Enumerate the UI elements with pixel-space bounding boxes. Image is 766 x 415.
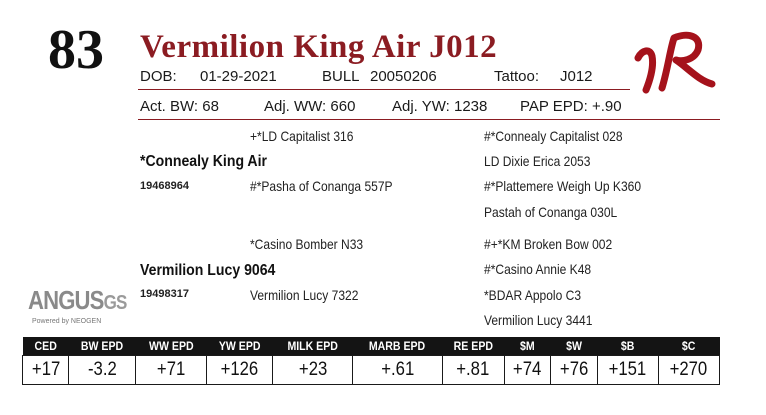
epd-header-ced: CED xyxy=(22,337,69,356)
dob-value: 01-29-2021 xyxy=(200,68,277,85)
adjusted-yearling-weight: Adj. YW: 1238 xyxy=(392,98,488,115)
sire-registration: 19468964 xyxy=(140,180,189,192)
dam-sire-sire: #+*KM Broken Bow 002 xyxy=(484,236,613,252)
epd-header-row: CED BW EPD WW EPD YW EPD MILK EPD MARB E… xyxy=(22,337,720,356)
sex-label: BULL xyxy=(322,68,360,85)
epd-header-milk: MILK EPD xyxy=(272,337,353,356)
adjusted-weaning-weight: Adj. WW: 660 xyxy=(264,98,356,115)
sire-name: *Connealy King Air xyxy=(140,153,267,170)
epd-value-w: +76 xyxy=(550,355,598,385)
epd-value-milk: +23 xyxy=(272,355,354,385)
lot-number: 83 xyxy=(48,19,104,81)
animal-name: Vermilion King Air J012 xyxy=(140,29,498,65)
dam-dam-dam: Vermilion Lucy 3441 xyxy=(484,312,593,328)
angus-gs-logo: ANGUSGS Powered by NEOGEN xyxy=(28,286,128,330)
sire-sire-dam: LD Dixie Erica 2053 xyxy=(484,153,591,169)
epd-value-ced: +17 xyxy=(21,355,70,385)
epd-value-marb: +.61 xyxy=(352,355,443,385)
dob-label: DOB: xyxy=(140,68,177,85)
epd-header-bw: BW EPD xyxy=(68,337,136,356)
epd-value-row: +17 -3.2 +71 +126 +23 +.61 +.81 +74 +76 … xyxy=(21,355,721,385)
epd-header-b: $B xyxy=(597,337,659,356)
epd-value-re: +.81 xyxy=(441,355,505,385)
sire-dam: #*Pasha of Conanga 557P xyxy=(250,178,393,194)
divider xyxy=(138,119,720,120)
epd-value-c: +270 xyxy=(657,355,721,385)
dam-sire-dam: #*Casino Annie K48 xyxy=(484,261,592,277)
sire-dam-sire: #*Plattemere Weigh Up K360 xyxy=(484,178,642,194)
sire-sire: +*LD Capitalist 316 xyxy=(250,128,354,144)
brand-logo-icon xyxy=(634,31,716,94)
angus-gs-text: GS xyxy=(103,292,128,314)
pap-epd: PAP EPD: +.90 xyxy=(520,98,622,115)
epd-value-yw: +126 xyxy=(206,355,274,385)
epd-value-ww: +71 xyxy=(135,355,208,385)
tattoo-label: Tattoo: xyxy=(494,68,540,85)
epd-value-b: +151 xyxy=(596,355,659,385)
epd-header-marb: MARB EPD xyxy=(352,337,443,356)
sire-dam-dam: Pastah of Conanga 030L xyxy=(484,204,618,220)
epd-header-m: $M xyxy=(504,337,551,356)
dam-dam-sire: *BDAR Appolo C3 xyxy=(484,287,582,303)
epd-value-m: +74 xyxy=(503,355,552,385)
dam-sire: *Casino Bomber N33 xyxy=(250,236,364,252)
epd-header-c: $C xyxy=(658,337,720,356)
registration-number: 20050206 xyxy=(370,68,437,85)
epd-header-ww: WW EPD xyxy=(135,337,207,356)
dam-name: Vermilion Lucy 9064 xyxy=(140,262,276,279)
dam-registration: 19498317 xyxy=(140,288,189,300)
angus-logo-subtitle: Powered by NEOGEN xyxy=(32,318,102,325)
epd-header-w: $W xyxy=(550,337,598,356)
sire-sire-sire: #*Connealy Capitalist 028 xyxy=(484,128,623,144)
epd-header-re: RE EPD xyxy=(442,337,505,356)
epd-table: CED BW EPD WW EPD YW EPD MILK EPD MARB E… xyxy=(21,337,721,385)
dam-dam: Vermilion Lucy 7322 xyxy=(250,287,359,303)
epd-value-bw: -3.2 xyxy=(68,355,137,385)
actual-birth-weight: Act. BW: 68 xyxy=(140,98,219,115)
divider xyxy=(138,89,630,90)
epd-header-yw: YW EPD xyxy=(206,337,273,356)
tattoo-value: J012 xyxy=(560,68,593,85)
angus-logo-text: ANGUS xyxy=(28,285,104,315)
